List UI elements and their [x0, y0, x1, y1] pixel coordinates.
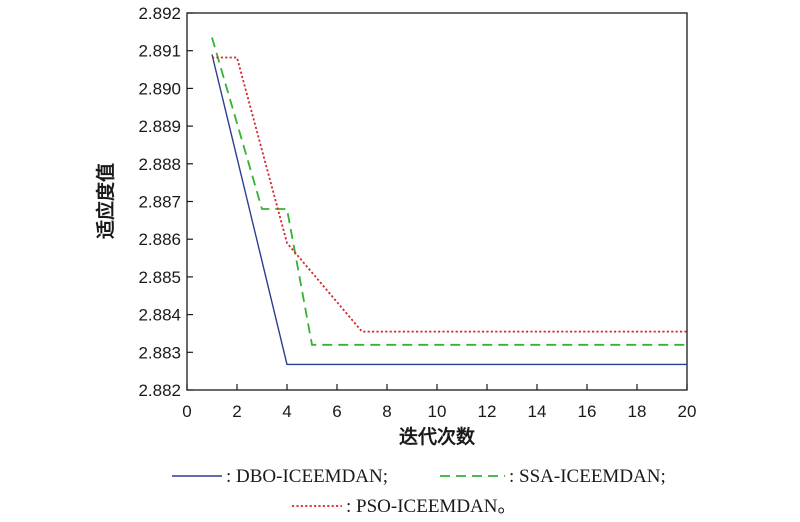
legend-label-2: : PSO-ICEEMDAN。: [346, 496, 516, 517]
plot-frame: [186, 12, 688, 391]
x-tick-label: 20: [678, 402, 697, 421]
y-tick-label: 2.892: [138, 4, 181, 23]
x-axis-title: 迭代次数: [399, 425, 476, 448]
x-tick-label: 2: [232, 402, 241, 421]
legend-label-0: : DBO-ICEEMDAN;: [226, 466, 388, 487]
y-tick-label: 2.883: [138, 343, 181, 362]
x-tick-label: 0: [182, 402, 191, 421]
y-tick-label: 2.886: [138, 230, 181, 249]
x-tick-label: 14: [528, 402, 547, 421]
legend: : DBO-ICEEMDAN; : SSA-ICEEMDAN; : PSO-ICEE…: [172, 466, 666, 517]
y-tick-label: 2.888: [138, 155, 181, 174]
x-tick-label: 12: [478, 402, 497, 421]
series-line-2: [212, 56, 687, 333]
series-line-1: [211, 37, 687, 346]
series-line-0: [211, 54, 687, 366]
y-tick-label: 2.887: [138, 193, 181, 212]
y-axis-title: 适应度值: [94, 163, 117, 239]
x-axis-ticks: 0 2 4 6 8 10 12 14 16 18 20: [182, 384, 696, 421]
x-tick-label: 6: [332, 402, 341, 421]
legend-label-1: : SSA-ICEEMDAN;: [509, 466, 666, 487]
x-tick-label: 10: [428, 402, 447, 421]
y-tick-label: 2.885: [138, 268, 181, 287]
y-tick-label: 2.889: [138, 117, 181, 136]
y-axis-ticks: 2.882 2.883 2.884 2.885 2.886 2.887 2.888 2.889…: [138, 4, 193, 400]
x-tick-label: 8: [382, 402, 391, 421]
y-tick-label: 2.890: [138, 79, 181, 98]
x-tick-label: 16: [578, 402, 597, 421]
series-layer: [211, 37, 687, 366]
x-tick-label: 4: [282, 402, 291, 421]
x-tick-label: 18: [628, 402, 647, 421]
y-tick-label: 2.884: [138, 306, 181, 325]
y-tick-label: 2.882: [138, 381, 181, 400]
y-tick-label: 2.891: [138, 42, 181, 61]
